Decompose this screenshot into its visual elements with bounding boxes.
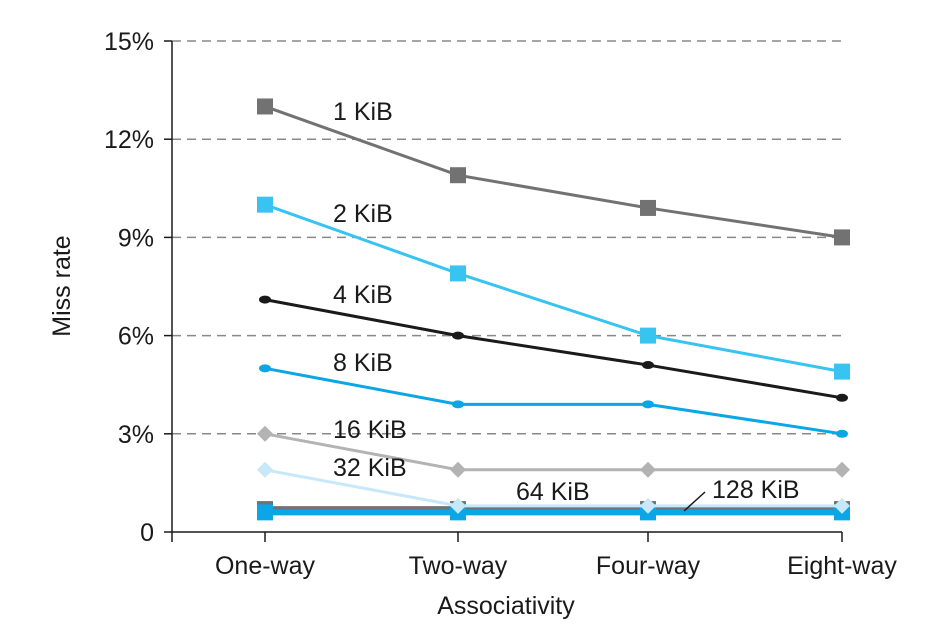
series-label: 2 KiB (333, 200, 393, 228)
y-axis-label: Miss rate (48, 235, 76, 336)
data-point (640, 199, 656, 216)
data-point (450, 497, 466, 514)
series-16-kib (257, 425, 850, 478)
data-point (450, 167, 466, 184)
data-point (259, 295, 271, 304)
series-label: 4 KiB (333, 281, 393, 309)
series-line (264, 366, 843, 436)
data-point (834, 363, 850, 380)
data-point (450, 461, 466, 478)
data-point (834, 229, 850, 246)
data-point (452, 331, 464, 340)
y-tick-label: 3% (118, 421, 154, 449)
data-point (450, 265, 466, 282)
data-point (640, 327, 656, 344)
series-1-kib (257, 98, 850, 246)
data-point (259, 364, 271, 373)
x-tick-label: Eight-way (787, 552, 897, 580)
data-point (642, 361, 654, 370)
series-line (264, 432, 842, 472)
series-label: 16 KiB (333, 416, 407, 444)
series-line (264, 468, 842, 508)
y-tick-label: 9% (118, 224, 154, 252)
data-point (640, 497, 656, 514)
y-tick-label: 0 (140, 519, 154, 547)
data-point (452, 400, 464, 409)
data-point (836, 429, 848, 438)
x-axis-label: Associativity (437, 592, 575, 620)
label-leader-line (683, 491, 706, 512)
series-32-kib (257, 461, 850, 514)
data-point (257, 461, 273, 478)
y-tick-label: 15% (104, 28, 154, 56)
data-point (834, 461, 850, 478)
data-point (257, 98, 273, 115)
data-point (257, 425, 273, 442)
series-4-kib (259, 295, 848, 402)
series-label: 64 KiB (516, 478, 590, 506)
data-point (640, 461, 656, 478)
x-tick-label: Two-way (409, 552, 508, 580)
series-label: 128 KiB (712, 476, 800, 504)
data-point (834, 497, 850, 514)
series-label: 32 KiB (333, 454, 407, 482)
series-8-kib (259, 364, 848, 438)
data-point (257, 196, 273, 213)
x-tick-label: One-way (215, 552, 316, 580)
data-point (642, 400, 654, 409)
data-point (836, 393, 848, 402)
series-label: 8 KiB (333, 349, 393, 377)
y-tick-label: 6% (118, 323, 154, 351)
series-line (264, 203, 843, 374)
series-line (264, 105, 843, 239)
series-2-kib (257, 196, 850, 380)
series-label: 1 KiB (333, 98, 393, 126)
series-line (264, 298, 843, 400)
data-point (257, 504, 273, 521)
x-tick-label: Four-way (596, 552, 701, 580)
y-tick-label: 12% (104, 126, 154, 154)
